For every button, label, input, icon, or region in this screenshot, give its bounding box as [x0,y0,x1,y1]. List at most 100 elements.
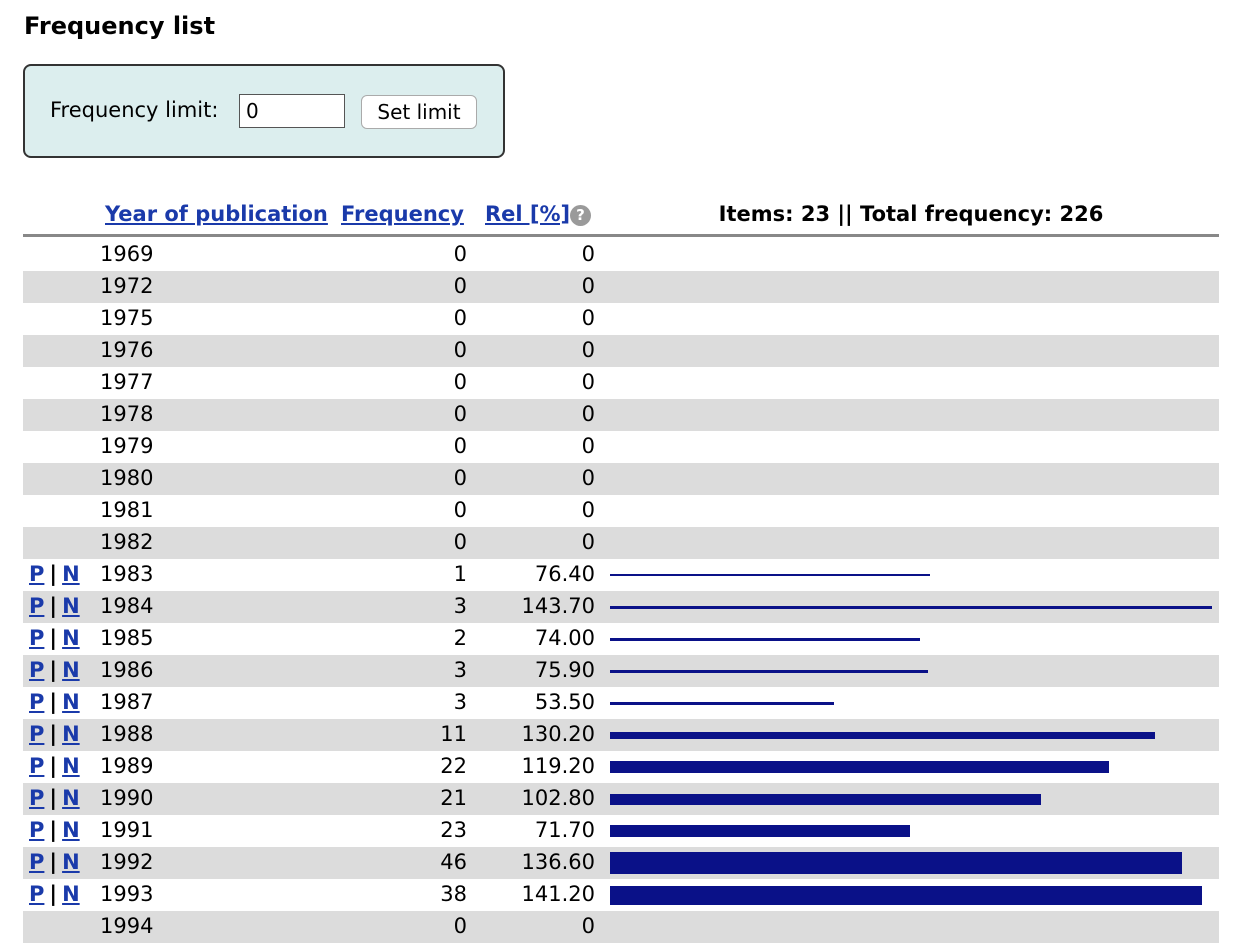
negative-filter-link[interactable]: N [62,594,80,618]
rel-cell: 0 [581,338,595,362]
frequency-bar [610,702,834,705]
frequency-cell: 11 [440,722,467,746]
frequency-cell: 3 [453,594,467,618]
rel-cell: 0 [581,530,595,554]
negative-filter-link[interactable]: N [62,658,80,682]
sort-by-frequency-link[interactable]: Frequency [341,202,464,226]
link-separator: | [49,786,58,810]
year-cell: 1980 [100,466,154,490]
rel-cell: 53.50 [534,690,595,714]
frequency-table: 1969 0 0 1972 0 0 1975 0 0 1976 0 0 1977 0 0 1978 0 0 1979… [23,239,1219,943]
table-row: P | N 1993 38 141.20 [23,879,1219,911]
sort-by-rel-link[interactable]: Rel [%] [485,202,571,226]
table-row: 1979 0 0 [23,431,1219,463]
link-separator: | [49,818,58,842]
rel-cell: 143.70 [521,594,595,618]
table-row: P | N 1991 23 71.70 [23,815,1219,847]
table-row: 1980 0 0 [23,463,1219,495]
frequency-cell: 0 [453,434,467,458]
frequency-limit-form: Frequency limit: Set limit [23,64,505,158]
negative-filter-link[interactable]: N [62,690,80,714]
row-links: P | N [29,754,80,778]
table-row: 1975 0 0 [23,303,1219,335]
negative-filter-link[interactable]: N [62,754,80,778]
row-links: P | N [29,786,80,810]
frequency-bar [610,852,1182,874]
year-cell: 1984 [100,594,154,618]
frequency-cell: 23 [440,818,467,842]
link-separator: | [49,594,58,618]
positive-filter-link[interactable]: P [29,786,45,810]
frequency-bar [610,574,930,576]
positive-filter-link[interactable]: P [29,658,45,682]
negative-filter-link[interactable]: N [62,850,80,874]
year-cell: 1993 [100,882,154,906]
frequency-bar [610,794,1041,805]
table-row: 1978 0 0 [23,399,1219,431]
link-separator: | [49,658,58,682]
negative-filter-link[interactable]: N [62,786,80,810]
table-row: P | N 1983 1 76.40 [23,559,1219,591]
negative-filter-link[interactable]: N [62,722,80,746]
table-row: 1972 0 0 [23,271,1219,303]
rel-cell: 0 [581,466,595,490]
frequency-cell: 3 [453,658,467,682]
row-links: P | N [29,594,80,618]
frequency-cell: 0 [453,370,467,394]
positive-filter-link[interactable]: P [29,626,45,650]
rel-cell: 0 [581,242,595,266]
page-title: Frequency list [24,12,216,40]
sort-by-year-link[interactable]: Year of publication [105,202,328,226]
positive-filter-link[interactable]: P [29,882,45,906]
row-links: P | N [29,658,80,682]
year-cell: 1994 [100,914,154,938]
frequency-cell: 0 [453,306,467,330]
positive-filter-link[interactable]: P [29,690,45,714]
positive-filter-link[interactable]: P [29,722,45,746]
year-cell: 1969 [100,242,154,266]
rel-cell: 75.90 [534,658,595,682]
link-separator: | [49,882,58,906]
negative-filter-link[interactable]: N [62,882,80,906]
year-cell: 1982 [100,530,154,554]
frequency-cell: 21 [440,786,467,810]
negative-filter-link[interactable]: N [62,562,80,586]
table-row: P | N 1984 3 143.70 [23,591,1219,623]
help-icon[interactable]: ? [570,205,591,226]
negative-filter-link[interactable]: N [62,626,80,650]
rel-cell: 141.20 [521,882,595,906]
frequency-cell: 0 [453,466,467,490]
row-links: P | N [29,818,80,842]
header-divider [23,234,1219,237]
positive-filter-link[interactable]: P [29,818,45,842]
positive-filter-link[interactable]: P [29,594,45,618]
year-cell: 1983 [100,562,154,586]
rel-cell: 136.60 [521,850,595,874]
negative-filter-link[interactable]: N [62,818,80,842]
rel-cell: 0 [581,306,595,330]
frequency-cell: 46 [440,850,467,874]
positive-filter-link[interactable]: P [29,562,45,586]
frequency-bar [610,825,910,837]
rel-cell: 0 [581,370,595,394]
positive-filter-link[interactable]: P [29,754,45,778]
year-cell: 1972 [100,274,154,298]
link-separator: | [49,754,58,778]
frequency-limit-input[interactable] [239,94,345,128]
table-row: P | N 1989 22 119.20 [23,751,1219,783]
table-row: P | N 1987 3 53.50 [23,687,1219,719]
table-row: P | N 1986 3 75.90 [23,655,1219,687]
table-row: P | N 1988 11 130.20 [23,719,1219,751]
frequency-bar [610,886,1202,905]
frequency-cell: 0 [453,402,467,426]
year-cell: 1990 [100,786,154,810]
year-cell: 1981 [100,498,154,522]
year-cell: 1976 [100,338,154,362]
row-links: P | N [29,626,80,650]
year-cell: 1979 [100,434,154,458]
positive-filter-link[interactable]: P [29,850,45,874]
row-links: P | N [29,850,80,874]
frequency-cell: 2 [453,626,467,650]
year-cell: 1978 [100,402,154,426]
set-limit-button[interactable]: Set limit [361,95,477,129]
